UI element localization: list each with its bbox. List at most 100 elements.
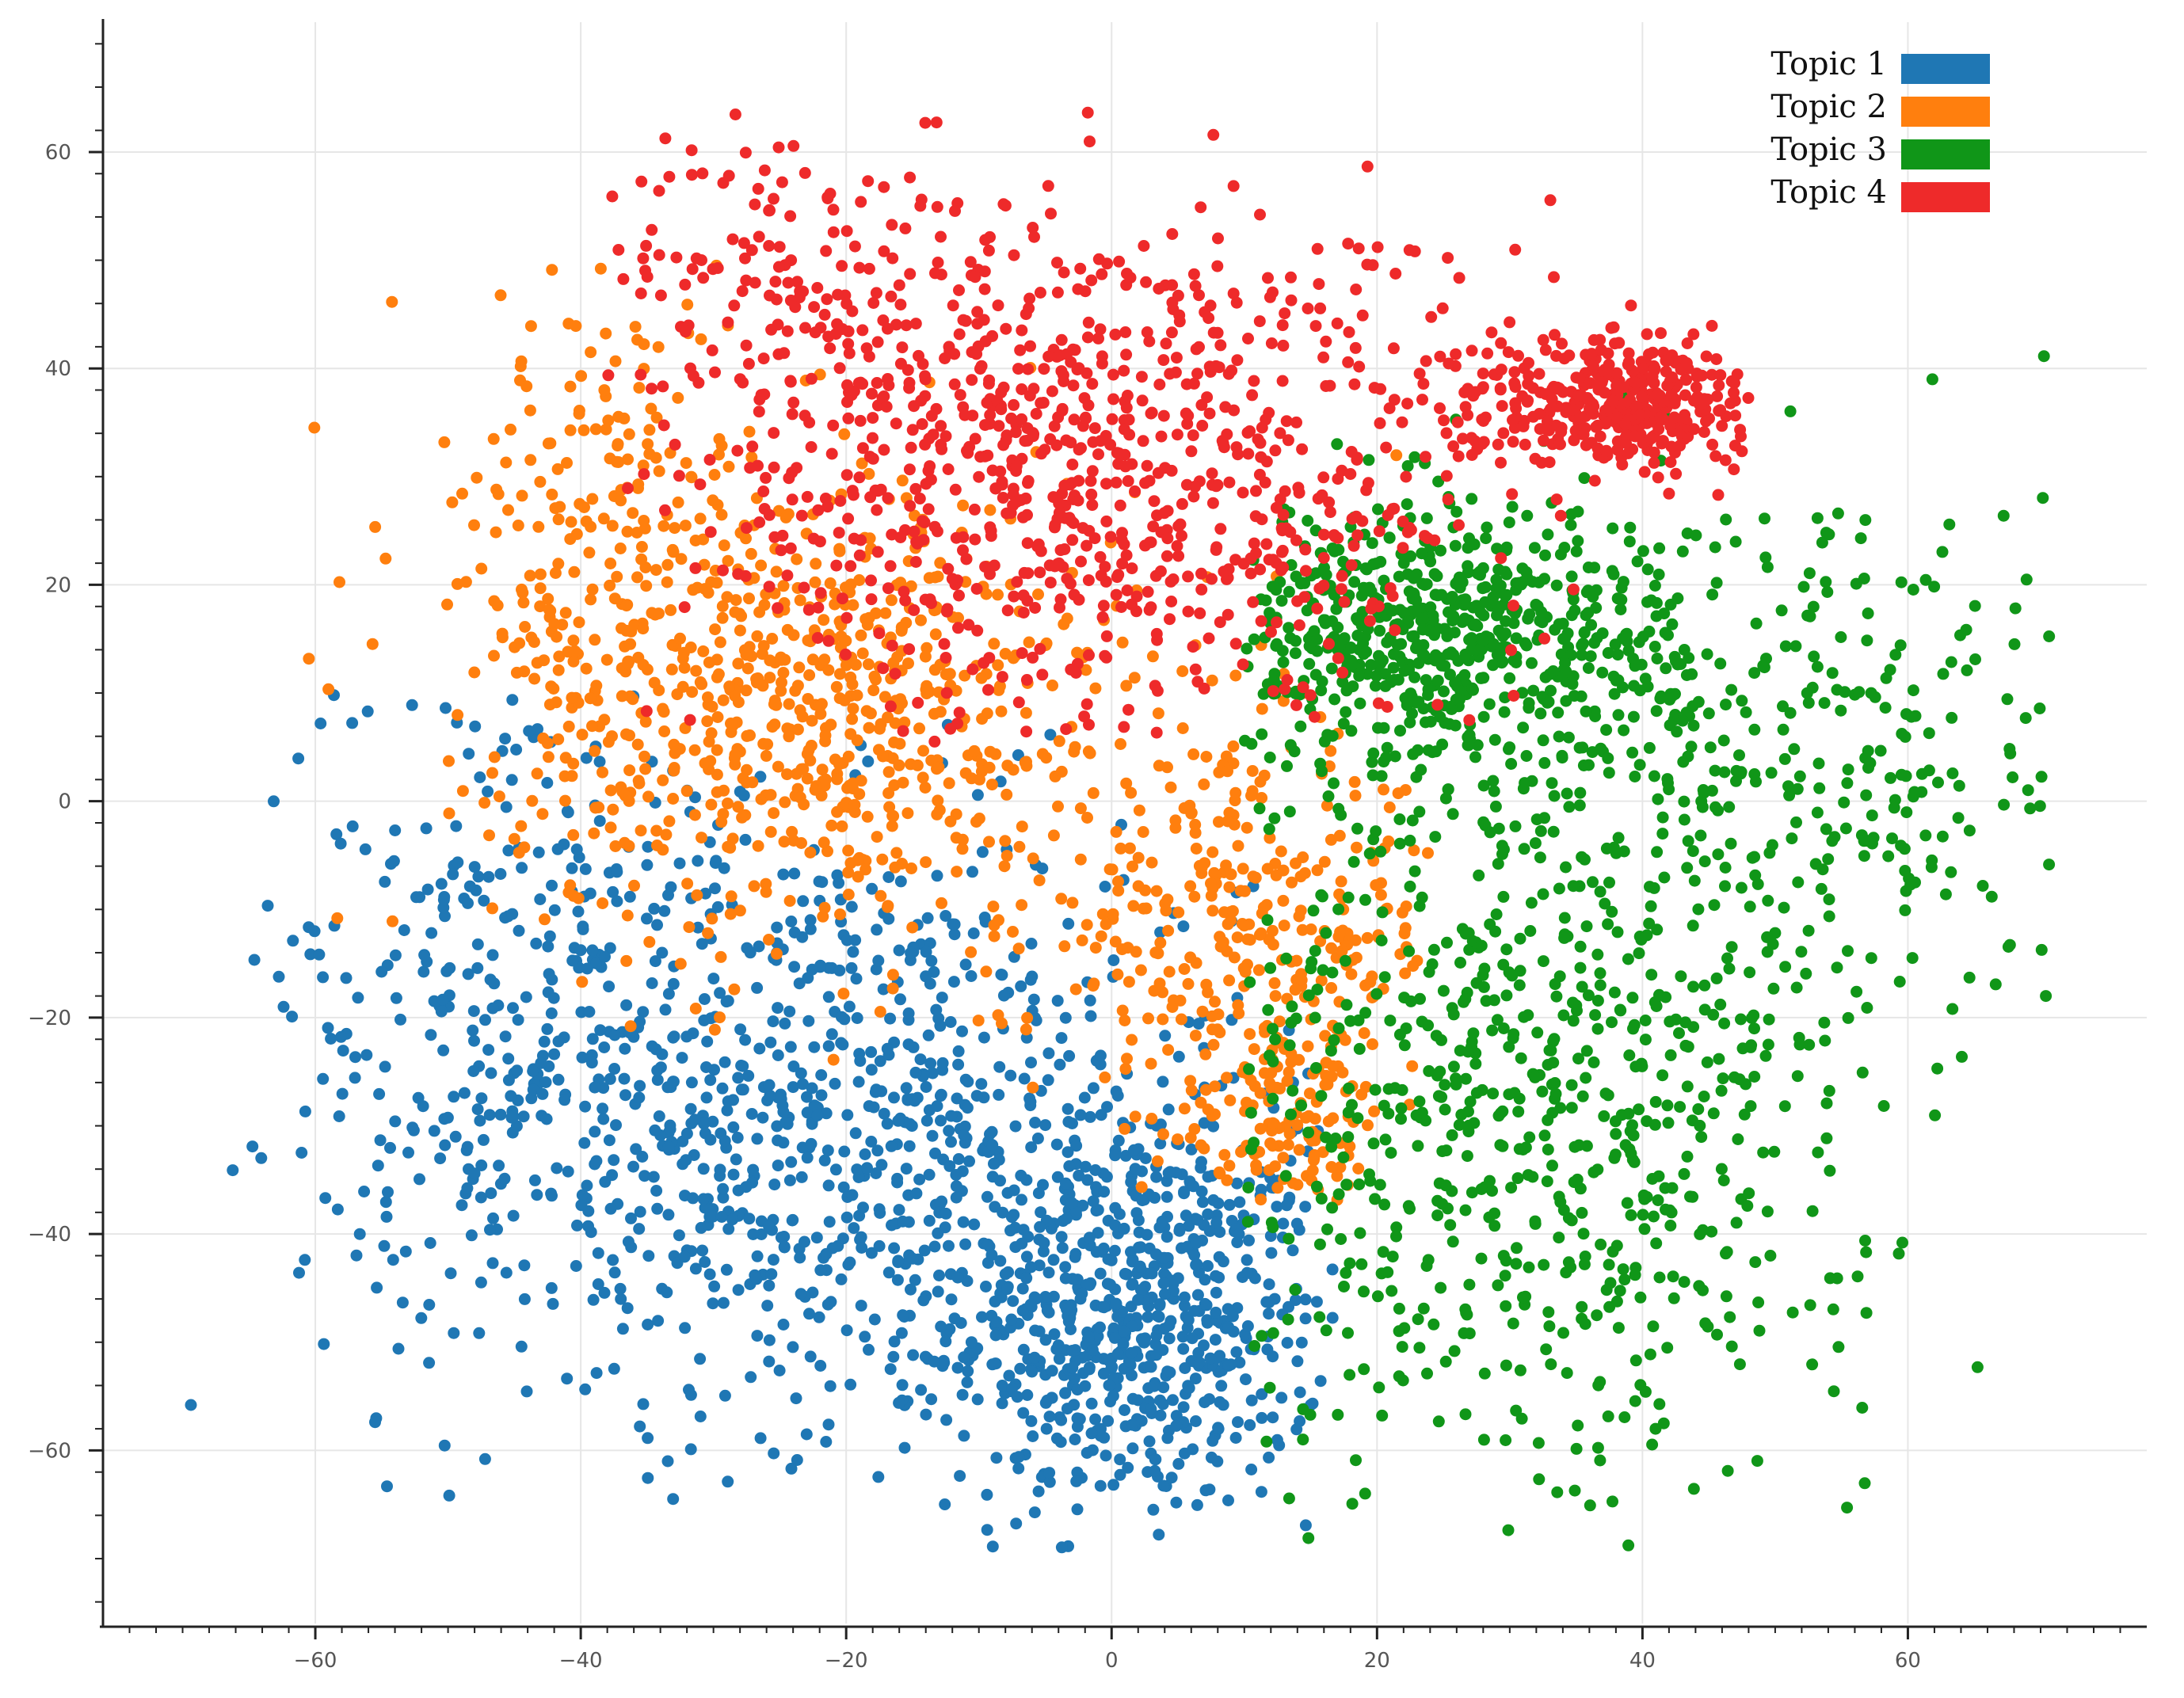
data-point [707, 494, 719, 507]
data-point [848, 798, 861, 811]
data-point [1134, 964, 1147, 977]
data-point [607, 885, 619, 898]
data-point [510, 666, 523, 679]
data-point [1104, 1278, 1116, 1291]
data-point [764, 789, 777, 801]
data-point [608, 592, 621, 605]
data-point [552, 664, 565, 676]
data-point [1283, 805, 1296, 818]
data-point [1032, 1485, 1045, 1498]
data-point [1214, 1350, 1226, 1362]
data-point [1328, 693, 1341, 706]
data-point [1500, 1434, 1512, 1446]
data-point [1764, 1250, 1777, 1262]
data-point [1752, 1296, 1765, 1308]
data-point [1531, 1026, 1544, 1039]
data-point [1617, 576, 1629, 588]
data-point [1107, 954, 1120, 966]
data-point [1177, 920, 1190, 933]
data-point [287, 935, 299, 947]
data-point [798, 798, 810, 811]
data-point [1013, 840, 1026, 853]
data-point [922, 1029, 935, 1041]
data-point [1374, 1178, 1386, 1191]
data-point [500, 1266, 513, 1279]
data-point [1505, 1182, 1518, 1194]
data-point [1761, 946, 1774, 958]
data-point [751, 1133, 764, 1145]
data-point [932, 794, 944, 807]
data-point [620, 728, 632, 740]
data-point [920, 1114, 933, 1127]
data-point [599, 950, 611, 963]
data-point [1020, 760, 1033, 772]
data-point [1540, 1343, 1553, 1356]
data-point [1600, 1284, 1613, 1296]
data-point [379, 552, 392, 565]
data-point [589, 744, 601, 757]
data-point [2033, 800, 2046, 813]
data-point [1158, 1288, 1171, 1300]
data-point [589, 1081, 601, 1094]
data-point [936, 1195, 948, 1208]
data-point [707, 1115, 719, 1128]
data-point [1594, 885, 1607, 898]
data-point [349, 1051, 361, 1064]
data-point [633, 1091, 646, 1104]
data-point [1346, 659, 1359, 672]
data-point [726, 719, 739, 732]
data-point [606, 1169, 619, 1182]
data-point [602, 414, 615, 427]
data-point [1451, 576, 1464, 588]
data-point [1574, 786, 1587, 799]
data-point [1413, 1342, 1426, 1354]
data-point [732, 801, 745, 813]
data-point [1376, 1409, 1389, 1422]
data-point [1577, 1228, 1590, 1240]
data-point [185, 1399, 197, 1411]
data-point [851, 689, 863, 702]
data-point [751, 981, 764, 994]
data-point [536, 1087, 549, 1100]
data-point [892, 1254, 905, 1267]
data-point [1649, 1095, 1662, 1108]
data-point [892, 1114, 905, 1127]
data-point [787, 1341, 799, 1353]
data-point [414, 1173, 425, 1186]
data-point [1264, 1077, 1276, 1090]
data-point [1224, 1094, 1237, 1106]
data-point [1318, 855, 1331, 868]
data-point [649, 955, 661, 968]
data-point [402, 1146, 414, 1159]
data-point [791, 1454, 803, 1466]
data-point [1103, 1379, 1115, 1392]
data-point [415, 1312, 428, 1324]
data-point [1188, 1304, 1201, 1317]
data-point [1129, 1163, 1142, 1175]
data-point [768, 698, 780, 710]
data-point [1389, 1082, 1401, 1095]
data-point [1454, 957, 1466, 969]
data-point [806, 714, 818, 727]
data-point [1558, 931, 1571, 944]
data-point [2020, 573, 2033, 586]
data-point [1946, 767, 1959, 779]
data-point [634, 1205, 646, 1218]
data-point [1388, 648, 1400, 661]
data-point [1507, 1028, 1520, 1041]
data-point [925, 1393, 938, 1406]
data-point [366, 638, 379, 650]
data-point [1547, 665, 1560, 677]
data-point [508, 832, 520, 845]
data-point [833, 668, 846, 680]
data-point [1416, 547, 1428, 560]
data-point [1487, 1087, 1500, 1100]
data-point [1340, 1266, 1352, 1279]
data-point [586, 583, 599, 596]
data-point [1711, 1328, 1723, 1341]
data-point [760, 749, 772, 762]
data-point [1866, 809, 1878, 822]
data-point [502, 504, 514, 516]
data-point [850, 973, 863, 985]
data-point [825, 718, 837, 731]
